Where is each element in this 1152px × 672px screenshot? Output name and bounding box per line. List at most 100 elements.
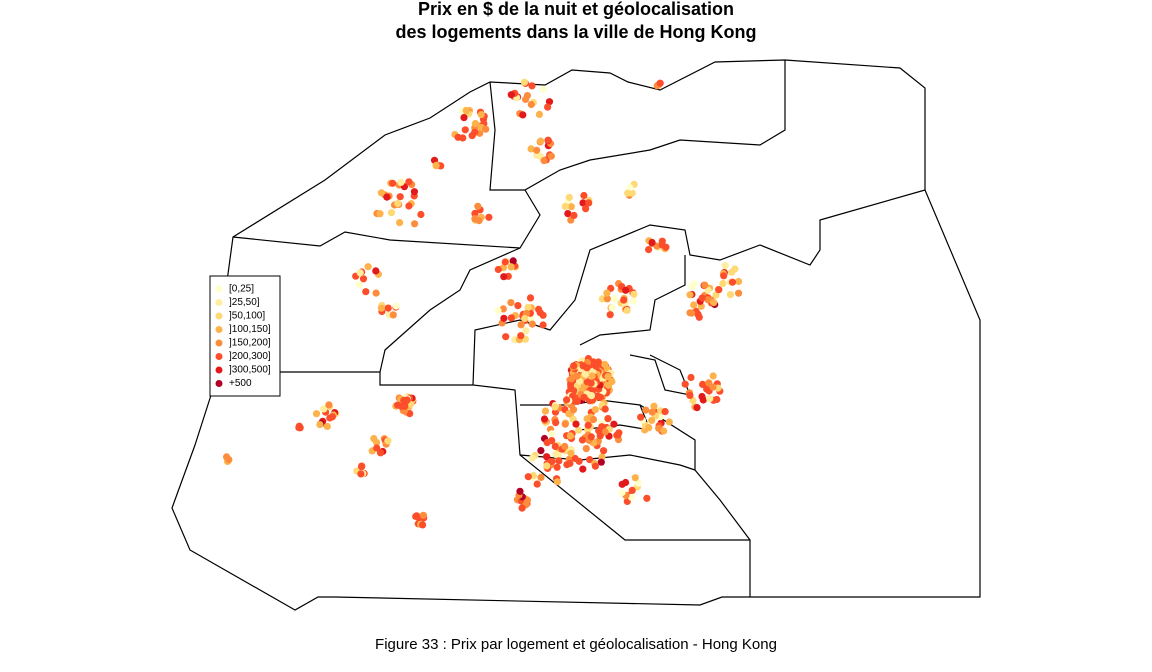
listing-point: [686, 391, 694, 399]
listing-point: [699, 380, 707, 388]
listing-point: [648, 238, 656, 247]
listing-point: [514, 302, 522, 310]
listing-point: [563, 396, 571, 404]
listing-point: [312, 410, 321, 418]
listing-point: [517, 321, 525, 329]
listing-point: [695, 313, 703, 321]
listing-point: [606, 311, 614, 319]
listing-point: [392, 302, 400, 310]
listing-point: [417, 210, 425, 219]
listing-point: [364, 263, 372, 271]
listing-point: [500, 273, 508, 281]
listing-point: [535, 305, 543, 313]
listing-point: [593, 392, 601, 400]
listing-point: [620, 296, 628, 304]
listing-point: [570, 211, 578, 219]
district-line: [489, 81, 525, 191]
listing-point: [528, 454, 537, 462]
listing-point: [660, 427, 668, 435]
listing-point: [384, 304, 392, 312]
listing-point: [608, 378, 616, 386]
listing-point: [524, 303, 532, 312]
district-line: [579, 255, 686, 346]
legend-swatch: [215, 339, 223, 347]
legend-label: +500: [229, 378, 252, 389]
listing-point: [595, 427, 603, 435]
listing-point: [719, 279, 727, 288]
listing-point: [735, 289, 743, 297]
listing-point: [698, 392, 706, 401]
listing-point: [403, 396, 411, 404]
listing-point: [658, 241, 666, 249]
listing-point: [548, 430, 556, 438]
legend-label: ]50,100]: [229, 311, 265, 322]
listing-point: [584, 421, 592, 429]
listing-point: [405, 178, 413, 186]
map-title-line1: Prix en $ de la nuit et géolocalisation: [418, 0, 734, 19]
listing-point: [688, 309, 696, 317]
listing-point: [634, 479, 642, 487]
listing-point: [507, 299, 515, 307]
listing-point: [499, 305, 507, 313]
listing-point: [726, 291, 735, 299]
legend-swatch: [215, 312, 223, 320]
listing-point: [383, 193, 391, 201]
listing-point: [377, 304, 385, 312]
listing-point: [642, 406, 650, 414]
listing-point: [578, 436, 587, 444]
listing-point: [519, 111, 527, 119]
listing-point: [587, 433, 595, 441]
listing-point: [373, 444, 381, 452]
listing-point: [561, 420, 569, 428]
listing-point: [518, 504, 526, 512]
listing-point: [397, 178, 405, 186]
listing-points: [223, 78, 743, 529]
listing-point: [419, 521, 427, 529]
listing-point: [706, 395, 714, 403]
listing-point: [405, 202, 413, 210]
listing-point: [502, 333, 510, 341]
listing-point: [355, 281, 363, 289]
listing-point: [543, 453, 551, 461]
legend-label: ]150,200]: [229, 338, 271, 349]
listing-point: [537, 473, 545, 481]
listing-point: [661, 408, 669, 416]
listing-point: [579, 199, 587, 207]
listing-point: [591, 462, 600, 470]
listing-point: [396, 219, 404, 227]
listing-point: [541, 407, 550, 415]
listing-point: [471, 209, 479, 218]
listing-point: [728, 278, 737, 286]
listing-point: [413, 512, 421, 520]
listing-point: [583, 364, 591, 372]
legend-label: ]25,50]: [229, 297, 260, 308]
listing-point: [585, 199, 593, 207]
listing-point: [701, 281, 709, 289]
listing-point: [567, 203, 575, 211]
listing-point: [587, 392, 596, 400]
listing-point: [547, 152, 555, 160]
legend-swatch: [215, 380, 223, 387]
listing-point: [376, 210, 384, 218]
listing-point: [320, 405, 328, 413]
listing-point: [527, 100, 535, 109]
listing-point: [665, 418, 673, 426]
listing-point: [582, 205, 590, 213]
listing-point: [588, 372, 596, 380]
district-line: [629, 354, 691, 396]
listing-point: [603, 295, 612, 303]
listing-point: [630, 290, 638, 298]
listing-point: [501, 258, 509, 266]
listing-point: [581, 370, 589, 378]
listing-point: [384, 437, 392, 445]
listing-point: [629, 297, 638, 305]
listing-point: [573, 372, 581, 380]
listing-point: [687, 373, 695, 382]
listing-point: [608, 304, 616, 312]
listing-point: [537, 447, 545, 455]
listing-point: [551, 442, 559, 450]
listing-point: [462, 107, 470, 115]
listing-point: [377, 189, 385, 197]
district-line: [232, 60, 786, 249]
listing-point: [553, 478, 562, 486]
